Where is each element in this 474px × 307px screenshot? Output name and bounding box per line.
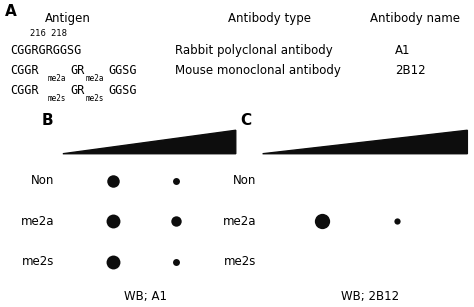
Text: GR: GR [70,84,84,97]
Text: B: B [41,113,53,128]
Text: me2s: me2s [48,94,66,103]
Text: 216  218: 216 218 [30,29,67,38]
Text: Antibody type: Antibody type [228,12,311,25]
Text: me2s: me2s [22,255,55,268]
Polygon shape [263,130,467,154]
Text: me2a: me2a [48,74,66,83]
Text: me2s: me2s [224,255,256,268]
Text: me2a: me2a [223,215,256,227]
Text: C: C [240,113,251,128]
Polygon shape [63,130,236,154]
Text: me2s: me2s [86,94,104,103]
Text: Rabbit polyclonal antibody: Rabbit polyclonal antibody [175,44,333,57]
Text: A: A [5,4,17,19]
Text: GGSG: GGSG [108,64,137,77]
Text: GR: GR [70,64,84,77]
Text: Antibody name: Antibody name [370,12,460,25]
Text: me2a: me2a [21,215,55,227]
Text: me2a: me2a [86,74,104,83]
Text: Mouse monoclonal antibody: Mouse monoclonal antibody [175,64,341,77]
Text: Non: Non [31,174,55,187]
Text: CGGR: CGGR [10,64,38,77]
Text: WB; 2B12: WB; 2B12 [341,290,399,303]
Text: 2B12: 2B12 [395,64,426,77]
Text: WB; A1: WB; A1 [124,290,167,303]
Text: CGGRGRGGSG: CGGRGRGGSG [10,44,81,57]
Text: GGSG: GGSG [108,84,137,97]
Text: CGGR: CGGR [10,84,38,97]
Text: Antigen: Antigen [45,12,91,25]
Text: Non: Non [233,174,256,187]
Text: A1: A1 [395,44,410,57]
